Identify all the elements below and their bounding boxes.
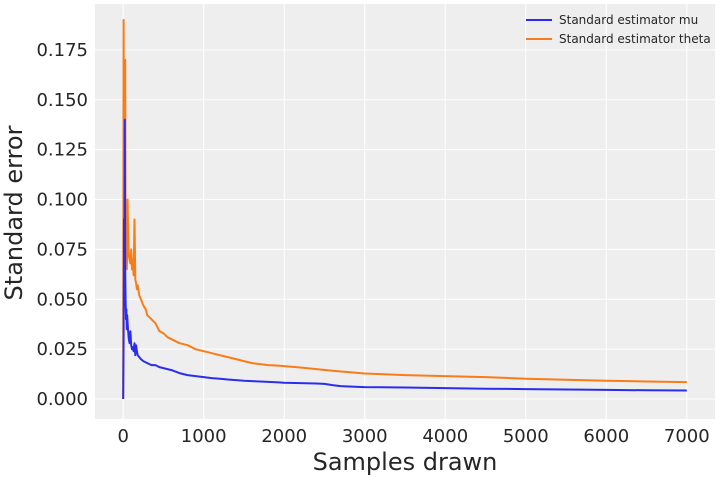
y-tick-labels: 0.000 0.025 0.050 0.075 0.100 0.125 0.150 0.175 xyxy=(36,40,88,410)
y-tick-label: 0.100 xyxy=(36,190,88,211)
y-tick-label: 0.175 xyxy=(36,40,88,61)
series-line-mu xyxy=(122,118,687,400)
x-axis-label: Samples drawn xyxy=(313,448,498,476)
x-tick-label: 5000 xyxy=(503,426,549,447)
y-tick-label: 0.150 xyxy=(36,90,88,111)
y-tick-label: 0.075 xyxy=(36,239,88,260)
y-tick-label: 0.050 xyxy=(36,289,88,310)
legend: Standard estimator mu Standard estimator… xyxy=(526,13,711,46)
x-tick-label: 3000 xyxy=(342,426,388,447)
y-tick-label: 0.125 xyxy=(36,140,88,161)
y-tick-label: 0.000 xyxy=(36,389,88,410)
plot-background xyxy=(95,4,715,419)
x-tick-label: 7000 xyxy=(664,426,710,447)
series-line-theta xyxy=(122,19,687,400)
x-tick-label: 1000 xyxy=(181,426,227,447)
x-tick-label: 0 xyxy=(117,426,128,447)
x-tick-label: 6000 xyxy=(583,426,629,447)
x-tick-label: 4000 xyxy=(422,426,468,447)
series-layer xyxy=(122,19,687,400)
y-axis-label: Standard error xyxy=(0,125,28,300)
legend-label-theta: Standard estimator theta xyxy=(559,32,711,46)
y-tick-label: 0.025 xyxy=(36,339,88,360)
grid xyxy=(95,4,715,419)
x-tick-labels: 0 1000 2000 3000 4000 5000 6000 7000 xyxy=(117,426,709,447)
legend-label-mu: Standard estimator mu xyxy=(559,13,698,27)
x-tick-label: 2000 xyxy=(261,426,307,447)
